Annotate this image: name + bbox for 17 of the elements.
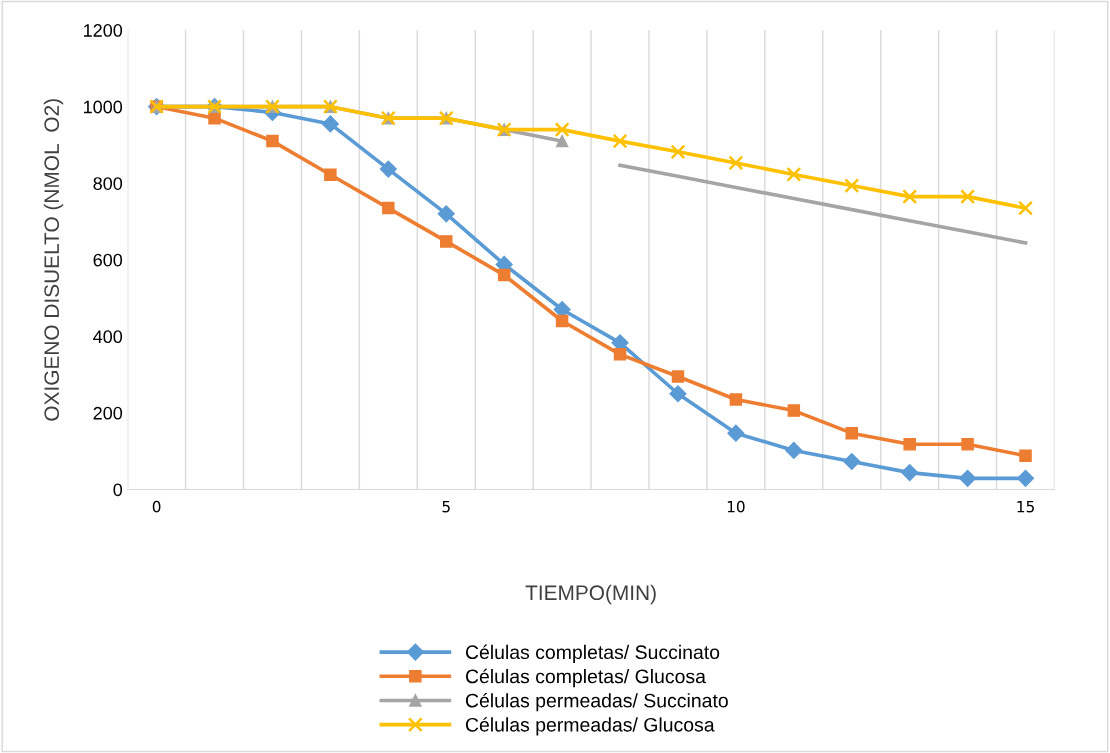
y-tick-label: 400 bbox=[93, 330, 123, 344]
y-tick-label: 800 bbox=[93, 177, 123, 190]
y-tick-label: 0 bbox=[113, 483, 123, 497]
y-tick-label: 600 bbox=[93, 253, 123, 267]
x-tick-label: 10 bbox=[727, 500, 745, 513]
x-axis-title: TIEMPO(MIN) bbox=[525, 584, 656, 605]
x-tick-label: 0 bbox=[152, 500, 161, 513]
y-axis-title: OXIGENO DISUELTO (NMOL O2) bbox=[43, 99, 64, 421]
legend-label: Células permeadas/ Glucosa bbox=[465, 717, 715, 736]
y-tick-label: 200 bbox=[93, 406, 123, 420]
legend-label: Células completas/ Glucosa bbox=[465, 668, 706, 688]
x-tick-label: 5 bbox=[442, 501, 450, 513]
y-tick-label: 1000 bbox=[84, 100, 123, 114]
y-tick-label: 1200 bbox=[84, 24, 123, 37]
legend-label: Células permeadas/ Succinato bbox=[465, 692, 728, 712]
x-tick-label: 15 bbox=[1017, 501, 1034, 513]
legend-label: Células completas/ Succinato bbox=[465, 644, 720, 663]
